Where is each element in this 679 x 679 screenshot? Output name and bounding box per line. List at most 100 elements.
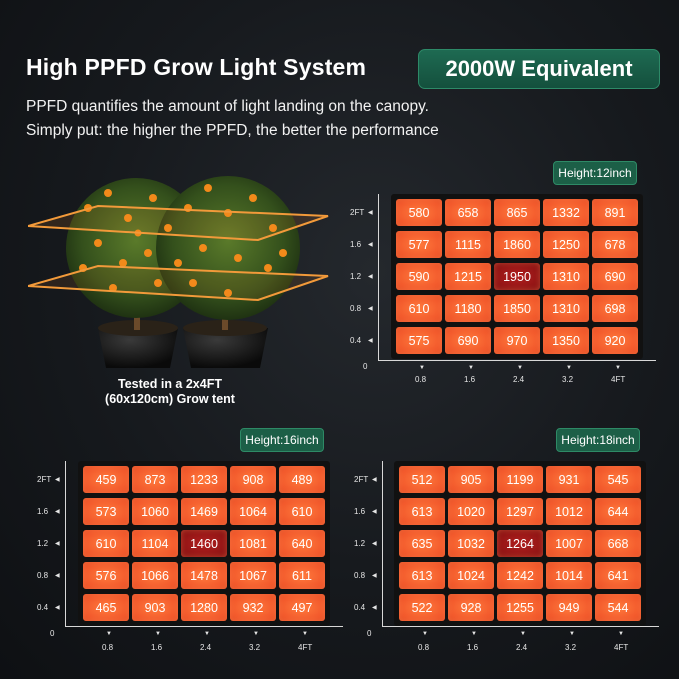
heatmap-cell: 1180 (445, 295, 491, 322)
x-tick-label: 0.8 (415, 375, 427, 384)
y-tick-label: 0.8 (354, 570, 366, 580)
heatmap-cell: 465 (83, 594, 129, 621)
heatmap-cell: 1250 (543, 231, 589, 258)
heatmap-cell: 690 (445, 327, 491, 354)
heatmap-cell: 522 (399, 594, 445, 621)
heatmap-cell: 1469 (181, 498, 227, 525)
heatmap-cell: 970 (494, 327, 540, 354)
y-tick-marker: ◀ (368, 209, 373, 216)
x-tick-label: 1.6 (467, 643, 479, 652)
heatmap-cell: 949 (546, 594, 592, 621)
heatmap-cell-peak: 1264 (497, 530, 543, 557)
heatmap-cell: 640 (279, 530, 325, 557)
heatmap-cell: 573 (83, 498, 129, 525)
y-tick-marker: ◀ (368, 305, 373, 312)
heatmap-cell: 1199 (497, 466, 543, 493)
heatmap-cell: 1067 (230, 562, 276, 589)
y-tick-marker: ◀ (372, 540, 377, 547)
x-tick-marker: ▼ (302, 631, 308, 637)
height-label: Height:16inch (240, 428, 324, 452)
heatmap-cell: 678 (592, 231, 638, 258)
heatmap-cell: 1297 (497, 498, 543, 525)
heatmap-cell: 512 (399, 466, 445, 493)
y-tick-label: 1.6 (354, 506, 366, 516)
y-tick-marker: ◀ (55, 476, 60, 483)
heatmap-cell: 577 (396, 231, 442, 258)
heatmap-cell: 1032 (448, 530, 494, 557)
heatmap-cell: 1014 (546, 562, 592, 589)
heatmap-cell: 1478 (181, 562, 227, 589)
x-tick-marker: ▼ (155, 631, 161, 637)
heatmap-cell: 1310 (543, 263, 589, 290)
y-tick-label: 1.2 (354, 538, 366, 548)
x-tick-marker: ▼ (106, 631, 112, 637)
heatmap-cell: 635 (399, 530, 445, 557)
heatmap-cell: 931 (546, 466, 592, 493)
x-tick-label: 3.2 (562, 375, 574, 384)
y-tick-label: 0.4 (37, 602, 49, 612)
x-tick-label: 1.6 (464, 375, 476, 384)
y-tick-marker: ◀ (55, 604, 60, 611)
heatmap-cell: 891 (592, 199, 638, 226)
x-tick-label: 4FT (611, 375, 626, 384)
y-tick-label: 0.8 (350, 303, 362, 313)
y-tick-label: 0.4 (350, 335, 362, 345)
heatmap-cell: 903 (132, 594, 178, 621)
heatmap-cell: 644 (595, 498, 641, 525)
x-tick-label: 3.2 (565, 643, 577, 652)
x-tick-label: 2.4 (513, 375, 525, 384)
y-tick-marker: ◀ (372, 508, 377, 515)
y-tick-label: 1.2 (350, 271, 362, 281)
heatmap-cell: 1350 (543, 327, 589, 354)
x-tick-label: 2.4 (516, 643, 528, 652)
heatmap-cell: 1020 (448, 498, 494, 525)
y-tick-label: 0.4 (354, 602, 366, 612)
heatmap-cell-peak: 1950 (494, 263, 540, 290)
orange-tree-illustration (28, 176, 329, 368)
heatmap-cell: 544 (595, 594, 641, 621)
y-tick-marker: ◀ (55, 572, 60, 579)
heatmap-cell: 698 (592, 295, 638, 322)
heatmap-cell: 580 (396, 199, 442, 226)
y-tick-marker: ◀ (368, 337, 373, 344)
y-axis-line (382, 461, 383, 626)
x-tick-marker: ▼ (566, 365, 572, 371)
x-tick-marker: ▼ (520, 631, 526, 637)
heatmap-cell: 576 (83, 562, 129, 589)
x-axis-line (65, 626, 343, 627)
heatmap-cell: 1215 (445, 263, 491, 290)
y-axis-line (65, 461, 66, 626)
origin-label: 0 (363, 362, 368, 371)
y-tick-marker: ◀ (372, 476, 377, 483)
y-tick-marker: ◀ (55, 508, 60, 515)
x-tick-label: 2.4 (200, 643, 212, 652)
caption-line-1: Tested in a 2x4FT (118, 377, 222, 391)
y-tick-label: 1.2 (37, 538, 49, 548)
heatmap-cell: 1850 (494, 295, 540, 322)
heatmap-cell: 1233 (181, 466, 227, 493)
heatmap-cell: 590 (396, 263, 442, 290)
heatmap-cell: 1081 (230, 530, 276, 557)
heatmap-cell: 928 (448, 594, 494, 621)
heatmap-cell: 658 (445, 199, 491, 226)
heatmap-cell: 610 (279, 498, 325, 525)
x-tick-marker: ▼ (422, 631, 428, 637)
heatmap-cell: 610 (83, 530, 129, 557)
heatmap-cell: 932 (230, 594, 276, 621)
caption-line-2: (60x120cm) Grow tent (105, 392, 235, 406)
heatmap-cell: 920 (592, 327, 638, 354)
x-tick-marker: ▼ (253, 631, 259, 637)
heatmap-cell: 865 (494, 199, 540, 226)
x-axis-line (378, 360, 656, 361)
heatmap-cell: 668 (595, 530, 641, 557)
y-tick-marker: ◀ (372, 572, 377, 579)
x-tick-label: 0.8 (102, 643, 114, 652)
x-tick-label: 1.6 (151, 643, 163, 652)
wattage-badge: 2000W Equivalent (418, 49, 660, 89)
heatmap-cell: 690 (592, 263, 638, 290)
heatmap-cell: 1280 (181, 594, 227, 621)
heatmap-cell: 1007 (546, 530, 592, 557)
x-tick-marker: ▼ (615, 365, 621, 371)
heatmap-cell: 1012 (546, 498, 592, 525)
y-tick-label: 2FT (350, 207, 365, 217)
